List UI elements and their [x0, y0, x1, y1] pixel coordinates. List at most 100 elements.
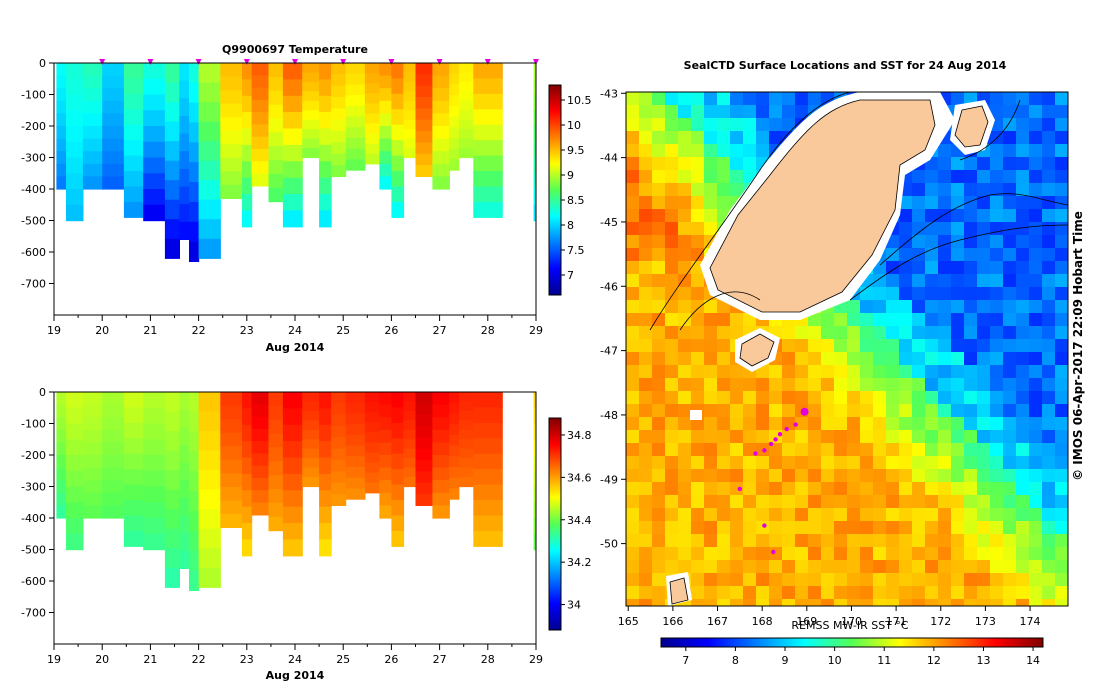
x-tick-label: 21 [143, 653, 157, 666]
sst-cell [652, 404, 666, 418]
profile-cell [379, 138, 392, 152]
sst-cell [951, 495, 965, 509]
sst-cell [1016, 248, 1030, 262]
sst-cell [652, 170, 666, 184]
profile-cell [473, 78, 503, 95]
sst-cell [1055, 495, 1068, 509]
sst-cell [678, 404, 692, 418]
sst-cell [639, 456, 653, 470]
profile-cell [282, 63, 303, 80]
sst-cell [977, 313, 991, 327]
sst-cell [938, 287, 952, 301]
sst-cell [938, 274, 952, 288]
profile-cell [458, 100, 474, 111]
sst-cell [652, 339, 666, 353]
profile-cell [56, 429, 67, 443]
profile-cell [123, 186, 144, 203]
sst-cell [665, 378, 679, 392]
profile-cell [449, 159, 460, 171]
sst-cell [977, 521, 991, 535]
sst-cell [795, 482, 809, 496]
sst-cell [808, 430, 822, 444]
sst-cell [1055, 404, 1068, 418]
sst-cell [704, 222, 718, 236]
sst-cell [808, 482, 822, 496]
profile-cell [66, 392, 84, 409]
profile-cell [102, 63, 125, 77]
profile-cell [268, 447, 284, 462]
profile-cell [403, 429, 417, 440]
sst-cell [886, 573, 900, 587]
sst-cell [717, 92, 731, 106]
profile-cell [319, 441, 332, 459]
sst-cell [1003, 222, 1017, 236]
profile-cell [473, 186, 503, 203]
sst-cell [1029, 404, 1043, 418]
sst-cell [977, 404, 991, 418]
sst-cell [665, 365, 679, 379]
sst-cell [1029, 261, 1043, 275]
profile-cell [319, 144, 332, 162]
profile-cell [268, 516, 284, 532]
sst-cell [665, 352, 679, 366]
sst-cell [626, 495, 640, 509]
profile-cell [458, 119, 474, 130]
y-tick-label: -100 [21, 89, 46, 102]
sst-cell [808, 508, 822, 522]
profile-cell [56, 113, 67, 127]
profile-cell [403, 63, 417, 74]
lon-tick-label: 170 [841, 615, 862, 628]
sst-cell [938, 365, 952, 379]
profile-cell [415, 482, 433, 495]
sst-cell [1003, 404, 1017, 418]
sst-cell [912, 339, 926, 353]
profile-cell [220, 130, 243, 145]
sst-cell [1029, 196, 1043, 210]
profile-markers [99, 59, 539, 65]
sst-cell [1016, 586, 1030, 600]
sst-cell [626, 339, 640, 353]
profile-cell [403, 72, 417, 83]
sst-cell [639, 261, 653, 275]
sst-cell [717, 430, 731, 444]
profile-cell [82, 492, 103, 506]
sst-cell [964, 196, 978, 210]
sst-cell [925, 248, 939, 262]
profile-cell [449, 127, 460, 139]
profile-cell [403, 110, 417, 121]
profile-cell [82, 126, 103, 140]
profile-cell [82, 417, 103, 431]
profile-cell [123, 484, 144, 501]
profile-cell [282, 177, 303, 195]
profile-cell [415, 426, 433, 438]
profile-cell [268, 76, 284, 92]
profile-cell [143, 502, 166, 519]
sst-cell [730, 521, 744, 535]
sst-cell [912, 378, 926, 392]
profile-cell [533, 110, 536, 127]
sst-cell [1055, 378, 1068, 392]
latitude-axis: -43-44-45-46-47-48-49-50 [600, 87, 626, 551]
sst-cell [1003, 352, 1017, 366]
sst-cell [990, 157, 1004, 171]
profile-cell [198, 411, 221, 432]
profile-cell [251, 392, 270, 405]
sst-cell [743, 378, 757, 392]
profile-cell [302, 63, 320, 74]
sst-cell [912, 209, 926, 223]
profile-cell [432, 505, 450, 519]
sst-cell [873, 573, 887, 587]
profile-cell [268, 475, 284, 490]
profile-cell [415, 63, 433, 75]
profile-cell [415, 97, 433, 109]
sst-cell [1029, 378, 1043, 392]
profile-cell [220, 446, 243, 461]
sst-cell [652, 248, 666, 262]
profile-cell [403, 129, 417, 140]
sst-cell [938, 534, 952, 548]
sst-cell [912, 599, 926, 606]
bathymetry-contour [849, 224, 1068, 301]
sst-cell [665, 469, 679, 483]
profile-cell [415, 414, 433, 427]
sst-cell [808, 534, 822, 548]
